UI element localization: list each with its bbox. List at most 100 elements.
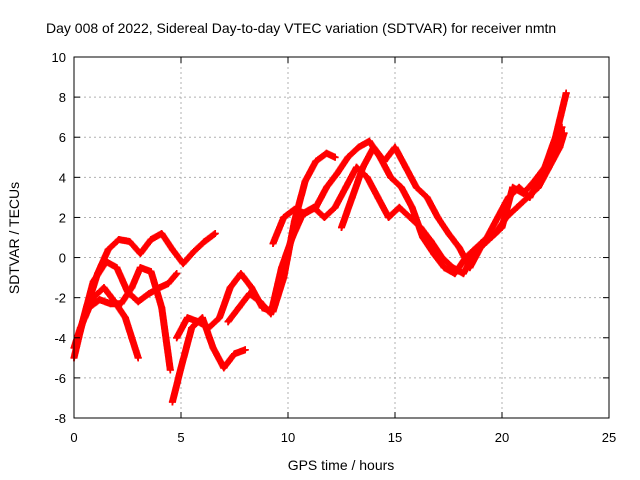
data-point	[359, 163, 367, 171]
data-point	[466, 264, 474, 272]
data-point	[301, 177, 309, 185]
data-point	[331, 153, 339, 161]
data-point	[519, 189, 527, 197]
data-point	[256, 298, 264, 306]
y-tick-label: -8	[54, 411, 66, 426]
data-point	[423, 193, 431, 201]
data-point	[104, 246, 112, 254]
data-point	[136, 250, 144, 258]
data-point	[205, 324, 213, 332]
y-tick-label: -6	[54, 371, 66, 386]
data-point	[348, 193, 356, 201]
data-point	[530, 177, 538, 185]
data-point	[164, 280, 172, 288]
data-point	[235, 304, 243, 312]
data-point	[333, 169, 341, 177]
data-point	[288, 234, 296, 241]
series-trace-i	[338, 89, 570, 272]
data-point	[168, 398, 176, 406]
y-tick-label: -4	[54, 331, 66, 346]
data-point	[355, 143, 363, 151]
data-points	[70, 89, 570, 406]
data-point	[267, 310, 275, 318]
data-point	[231, 350, 238, 358]
y-tick-label: 6	[59, 130, 66, 145]
y-axis-label: SDTVAR / TECUs	[6, 182, 22, 294]
data-point	[121, 314, 129, 322]
data-point	[323, 183, 331, 191]
data-point	[134, 354, 142, 362]
data-point	[380, 157, 388, 165]
data-point	[94, 270, 102, 278]
data-point	[541, 163, 549, 171]
data-point	[374, 193, 382, 201]
x-tick-label: 20	[495, 430, 509, 445]
data-point	[113, 264, 121, 272]
data-point	[269, 240, 277, 248]
data-point	[365, 137, 373, 145]
x-tick-label: 0	[70, 430, 77, 445]
x-tick-label: 10	[281, 430, 295, 445]
data-point	[290, 205, 298, 213]
data-point	[158, 229, 166, 237]
data-point	[385, 213, 393, 221]
y-tick-label: 0	[59, 251, 66, 266]
data-point	[344, 153, 352, 161]
data-point	[342, 183, 350, 191]
data-point	[168, 246, 176, 254]
data-point	[312, 203, 320, 211]
x-tick-label: 5	[177, 430, 184, 445]
data-point	[156, 284, 164, 292]
y-tick-label: 2	[59, 210, 66, 225]
data-point	[188, 324, 196, 332]
data-point	[455, 244, 463, 252]
y-tick-label: 4	[59, 170, 66, 185]
y-tick-label: -2	[54, 291, 66, 306]
data-point	[408, 203, 416, 211]
data-point	[445, 229, 452, 237]
data-point	[280, 213, 288, 221]
data-point	[312, 157, 320, 165]
data-point	[278, 264, 286, 272]
chart-title: Day 008 of 2022, Sidereal Day-to-day VTE…	[46, 20, 556, 36]
data-point	[352, 163, 360, 171]
data-point	[370, 143, 378, 151]
x-axis-label: GPS time / hours	[288, 457, 395, 473]
data-point	[173, 334, 181, 342]
data-point	[419, 234, 427, 241]
data-point	[173, 270, 181, 278]
x-tick-label: 15	[388, 430, 402, 445]
data-point	[115, 236, 123, 244]
data-point	[552, 133, 559, 141]
data-point	[198, 314, 206, 322]
data-point	[323, 149, 331, 157]
data-point	[147, 236, 155, 244]
data-point	[111, 298, 119, 306]
data-point	[100, 284, 108, 292]
data-point	[434, 213, 442, 221]
data-point	[395, 203, 403, 211]
data-point	[158, 304, 166, 312]
data-point	[211, 229, 219, 237]
data-point	[487, 234, 495, 241]
data-point	[494, 213, 502, 221]
data-point	[526, 193, 534, 201]
data-point	[136, 264, 144, 272]
data-point	[224, 318, 232, 326]
data-point	[145, 290, 153, 298]
data-point	[402, 163, 410, 171]
data-point	[226, 284, 234, 292]
data-point	[216, 314, 224, 322]
data-point	[363, 173, 371, 181]
data-point	[183, 314, 191, 322]
data-point	[245, 290, 253, 298]
data-point	[134, 298, 142, 306]
data-point	[166, 366, 174, 374]
data-point	[498, 223, 506, 231]
data-point	[124, 288, 131, 296]
data-point	[83, 304, 91, 312]
data-point	[301, 209, 309, 217]
plot-frame	[73, 56, 610, 419]
data-point	[96, 296, 104, 304]
